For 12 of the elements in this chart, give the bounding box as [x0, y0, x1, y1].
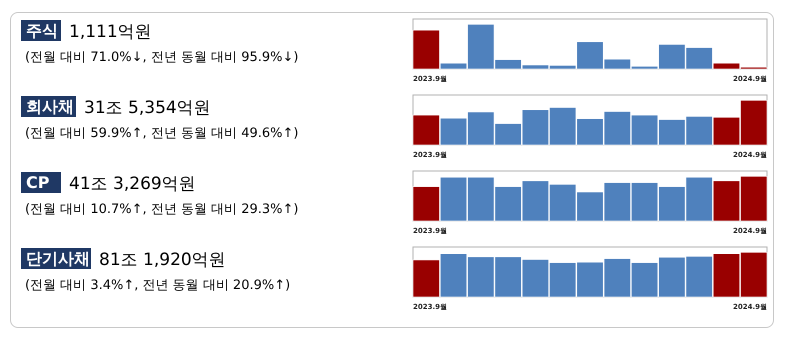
text: 81조 1,920억원 — [99, 250, 226, 270]
text: (전월 대비 10.7%↑, 전년 동월 대비 29.3%↑) — [25, 202, 298, 217]
text: 31조 5,354억원 — [84, 98, 211, 118]
text: 회사채 — [26, 97, 74, 116]
text: (전월 대비 71.0%↓, 전년 동월 대비 95.9%↓) — [25, 50, 298, 65]
text: 단기사채 — [26, 249, 90, 268]
text: 1,111억원 — [69, 22, 152, 42]
text: (전월 대비 59.9%↑, 전년 동월 대비 49.6%↑) — [25, 126, 298, 141]
text: 주식 — [26, 21, 58, 40]
text: (전월 대비 3.4%↑, 전년 동월 대비 20.9%↑) — [25, 278, 290, 293]
text: 41조 3,269억원 — [69, 174, 196, 194]
text: CP — [26, 173, 50, 192]
